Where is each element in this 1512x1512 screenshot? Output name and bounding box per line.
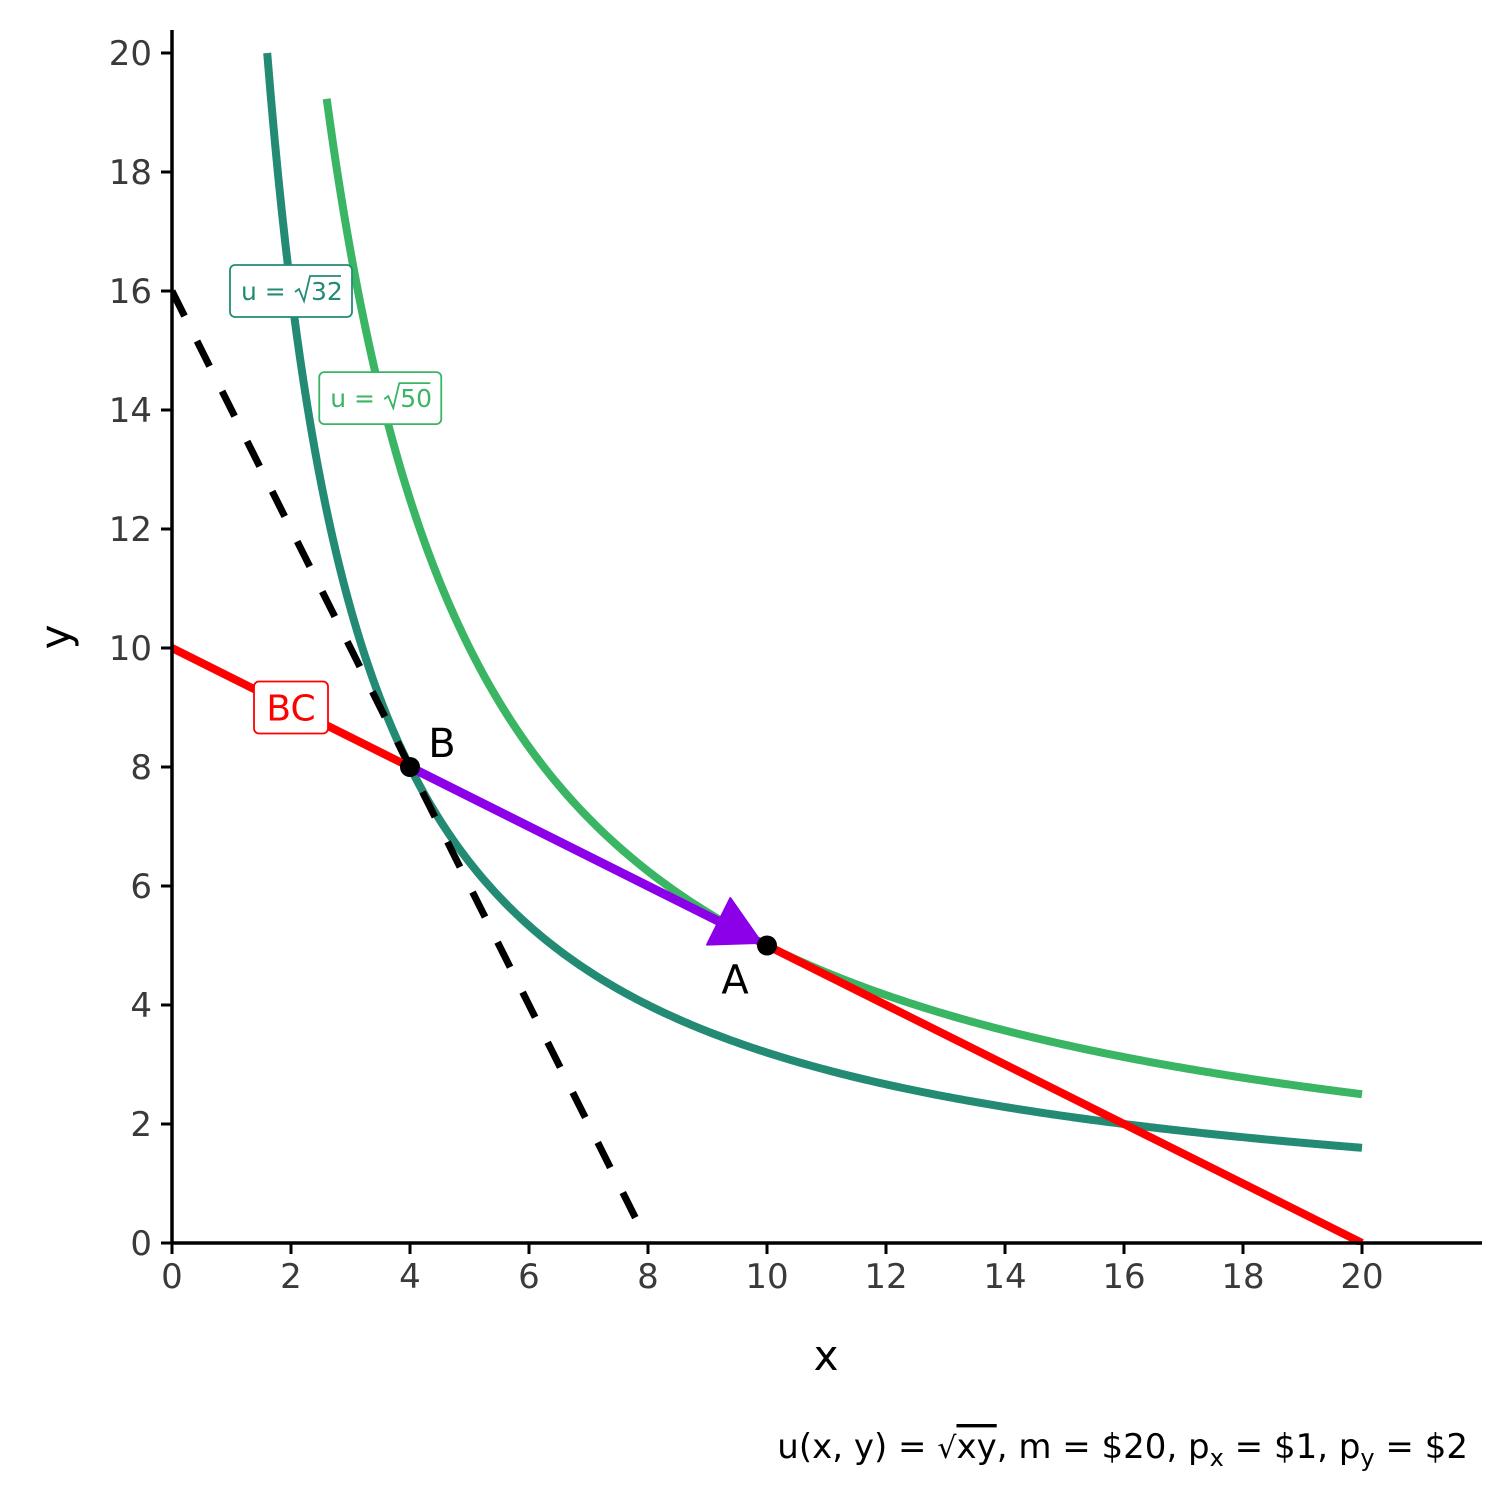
indifference-32-curve: [263, 52, 1363, 1152]
arrow-head: [706, 897, 763, 946]
point-b-label: B: [428, 721, 455, 767]
curve-label-radicand: 50: [400, 384, 432, 413]
x-tick-label: 2: [280, 1257, 302, 1297]
indifference-50-label: u = 50: [318, 371, 443, 426]
indifference-32-label: u = 32: [229, 264, 353, 318]
x-tick-label: 0: [161, 1257, 183, 1297]
y-tick-label: 6: [130, 867, 152, 907]
movement-arrow: [407, 762, 725, 928]
point-a-label: A: [721, 958, 749, 1004]
y-tick-label: 4: [130, 986, 152, 1026]
x-tick-label: 8: [637, 1257, 659, 1297]
plot-area: [172, 52, 1364, 1245]
budget-constraint-label-text: BC: [266, 689, 315, 730]
axes: 0 2 4 6 8 10 12 14 16 18 20 0 2 4 6 8 10 12 14 16 18 20: [109, 30, 1482, 1297]
x-axis-title: x: [814, 1331, 839, 1380]
curve-label-prefix: u =: [330, 384, 375, 413]
x-tick-label: 6: [518, 1257, 540, 1297]
y-tick-label: 2: [130, 1105, 152, 1145]
caption: u(x, y) = √xy, m = $20, px = $1, py = $2: [777, 1427, 1468, 1472]
y-tick-label: 20: [109, 34, 152, 74]
dashed-line: [172, 289, 652, 1245]
x-tick-label: 16: [1102, 1257, 1145, 1297]
x-tick-label: 10: [745, 1257, 788, 1297]
y-tick-label: 16: [109, 272, 152, 312]
y-tick-label: 12: [109, 510, 152, 550]
caption-text: u(x, y) = √xy, m = $20, px = $1, py = $2: [777, 1427, 1468, 1472]
x-tick-label: 12: [864, 1257, 907, 1297]
sqrt-icon: [294, 275, 341, 304]
label-box: [229, 264, 353, 318]
x-tick-label: 14: [983, 1257, 1026, 1297]
curve-label-radicand: 32: [311, 277, 343, 306]
point-b-marker: [400, 757, 420, 777]
label-box: [318, 371, 443, 426]
y-tick-label: 14: [109, 391, 152, 431]
y-tick-label: 8: [130, 748, 152, 788]
y-tick-label: 10: [109, 629, 152, 669]
y-tick-label: 18: [109, 153, 152, 193]
x-tick-label: 4: [399, 1257, 421, 1297]
sqrt-icon: [383, 382, 431, 411]
x-tick-label: 18: [1221, 1257, 1264, 1297]
y-axis-title: y: [31, 625, 80, 650]
budget-constraint-label: BC: [253, 680, 329, 735]
curve-label-prefix: u =: [241, 277, 286, 306]
point-a-marker: [757, 935, 777, 956]
indifference-50-curve: [322, 98, 1363, 1099]
x-tick-label: 20: [1340, 1257, 1383, 1297]
y-tick-label: 0: [130, 1224, 152, 1264]
label-box: [253, 680, 329, 735]
